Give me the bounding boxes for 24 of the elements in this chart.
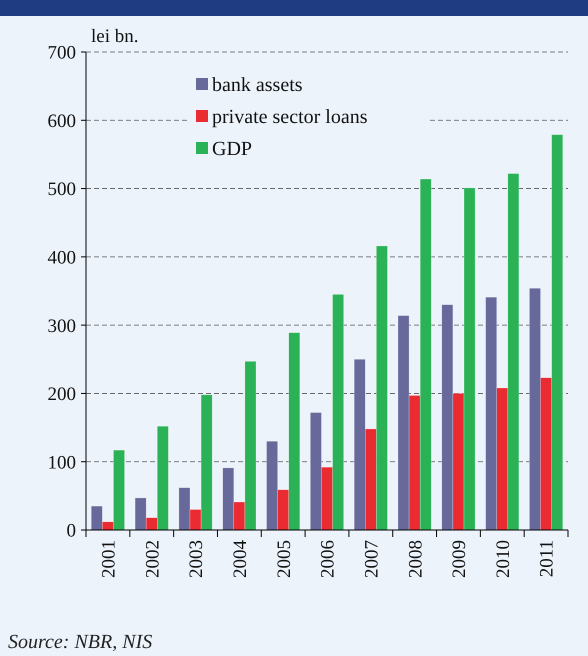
x-tick-label: 2002 — [142, 540, 164, 578]
x-tick-label: 2009 — [449, 540, 470, 578]
y-tick-label: 500 — [48, 179, 76, 200]
y-tick-label: 600 — [48, 110, 76, 132]
y-tick-label: 400 — [48, 248, 76, 269]
x-tick-label: 2004 — [230, 540, 252, 578]
y-tick-label: 700 — [48, 42, 76, 64]
x-tick-label: 2007 — [361, 540, 382, 578]
x-tick-label: 2010 — [492, 540, 514, 578]
x-tick-label: 2011 — [536, 540, 558, 578]
y-axis-title: lei bn. — [91, 26, 138, 47]
y-tick-label: 100 — [48, 452, 76, 474]
x-tick-label: 2005 — [274, 540, 295, 578]
x-tick-label: 2006 — [318, 540, 339, 578]
legend-label: private sector loans — [212, 106, 368, 128]
legend-label: bank assets — [212, 74, 303, 96]
y-tick-label: 300 — [48, 316, 76, 337]
x-tick-label: 2001 — [98, 540, 120, 578]
source-note: Source: NBR, NIS — [8, 631, 152, 653]
y-tick-label: 0 — [66, 520, 76, 542]
x-tick-label: 2008 — [405, 540, 426, 578]
x-tick-label: 2003 — [186, 540, 208, 578]
y-tick-label: 200 — [48, 384, 76, 406]
legend-label: GDP — [212, 138, 252, 160]
